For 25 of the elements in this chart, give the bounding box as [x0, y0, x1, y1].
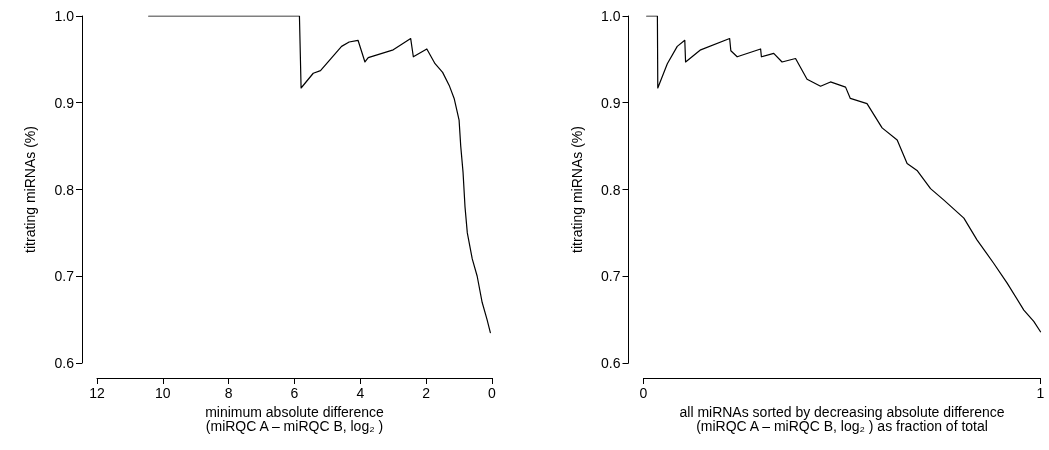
x-axis-title: all miRNAs sorted by decreasing absolute difference (miRQC A – miRQC B, log₂ ) as fraction of total — [678, 403, 1005, 434]
x-tick-label: 10 — [155, 385, 171, 401]
x-tick-label: 12 — [89, 385, 105, 401]
y-tick-label: 0.7 — [600, 268, 621, 285]
x-tick-label: 6 — [290, 385, 299, 401]
x-tick-label: 0 — [639, 385, 648, 401]
y-axis-title: titrating miRNAs (%) — [22, 126, 38, 253]
y-tick-label: 1.0 — [600, 8, 621, 24]
line-series — [645, 15, 1041, 333]
x-axis-title: minimum absolute difference (miRQC A – miRQC B, log₂ ) — [205, 403, 385, 434]
x-tick-label: 4 — [356, 385, 365, 401]
y-tick-label: 0.8 — [600, 181, 621, 198]
x-tick-label: 1 — [1036, 385, 1045, 401]
y-tick-label: 0.6 — [600, 355, 621, 371]
y-tick-label: 0.9 — [600, 94, 621, 111]
y-tick-label: 0.9 — [54, 94, 75, 111]
x-tick-label: 2 — [422, 385, 431, 401]
y-tick-label: 1.0 — [54, 8, 75, 24]
x-tick-label: 0 — [488, 385, 497, 401]
line-series — [148, 15, 491, 334]
x-tick-label: 8 — [224, 385, 233, 401]
y-axis-title: titrating miRNAs (%) — [568, 126, 584, 253]
y-tick-label: 0.8 — [54, 181, 75, 198]
y-tick-label: 0.7 — [54, 268, 75, 285]
y-tick-label: 0.6 — [54, 355, 75, 371]
